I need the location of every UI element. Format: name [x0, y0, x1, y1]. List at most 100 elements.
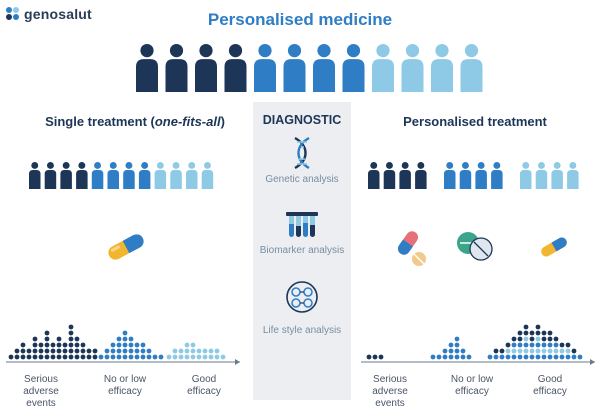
- dot: [517, 354, 523, 360]
- dot: [110, 342, 116, 348]
- dot: [541, 354, 547, 360]
- single-treatment-population: [29, 162, 214, 189]
- dot: [56, 336, 62, 342]
- page-title: Personalised medicine: [207, 10, 393, 29]
- dot: [529, 354, 535, 360]
- dot: [547, 336, 553, 342]
- dot: [448, 348, 454, 354]
- genetic-analysis-label: Genetic analysis: [253, 174, 351, 186]
- dot: [547, 354, 553, 360]
- dot: [122, 348, 128, 354]
- dot: [529, 348, 535, 354]
- lifestyle-analysis-text: Life style analysis: [262, 325, 342, 336]
- dot: [56, 354, 62, 360]
- dot: [122, 342, 128, 348]
- dot: [56, 348, 62, 354]
- person-icon: [415, 162, 427, 189]
- left-good-label: Good efficacy: [169, 374, 239, 398]
- dot: [499, 354, 505, 360]
- dot: [44, 354, 50, 360]
- dot: [541, 330, 547, 336]
- person-icon: [313, 44, 335, 92]
- person-icon: [60, 162, 72, 189]
- dot: [505, 348, 511, 354]
- dot: [454, 354, 460, 360]
- dot: [448, 354, 454, 360]
- dot: [32, 336, 38, 342]
- dot: [152, 354, 158, 360]
- dot: [128, 342, 134, 348]
- dot: [140, 342, 146, 348]
- capsule-small-icon: [541, 237, 567, 257]
- dot: [14, 348, 20, 354]
- person-icon: [342, 44, 365, 92]
- brand-logo: genosalut: [6, 6, 92, 22]
- dot: [535, 342, 541, 348]
- dot: [20, 354, 26, 360]
- dot: [134, 354, 140, 360]
- left-adverse-label: Serious adverse events: [6, 374, 76, 410]
- dot: [86, 348, 92, 354]
- person-icon: [44, 162, 57, 189]
- dot: [74, 342, 80, 348]
- dot: [74, 354, 80, 360]
- round-pills-icon: [457, 232, 493, 261]
- single-treatment-suffix: ): [220, 114, 225, 129]
- dot: [460, 348, 466, 354]
- person-icon: [136, 44, 158, 92]
- lifestyle-analysis-label: Life style analysis: [253, 325, 351, 337]
- dot: [50, 342, 56, 348]
- dot: [565, 348, 571, 354]
- dot: [547, 342, 553, 348]
- right-good-line1: Good: [537, 374, 563, 385]
- dot: [505, 342, 511, 348]
- dot: [454, 342, 460, 348]
- dot: [92, 348, 98, 354]
- dot: [511, 354, 517, 360]
- dot: [523, 342, 529, 348]
- dot: [366, 354, 372, 360]
- dot: [553, 342, 559, 348]
- dot: [140, 348, 146, 354]
- dot: [14, 354, 20, 360]
- dot: [116, 336, 122, 342]
- brand-name: genosalut: [24, 6, 92, 22]
- dot: [62, 342, 68, 348]
- person-icon: [195, 44, 217, 92]
- person-icon: [368, 162, 380, 189]
- dot: [571, 354, 577, 360]
- dot: [541, 342, 547, 348]
- dot: [74, 336, 80, 342]
- person-icon: [123, 162, 135, 189]
- dot: [487, 354, 493, 360]
- dot: [26, 354, 32, 360]
- person-icon: [201, 162, 214, 189]
- person-icon: [475, 162, 487, 189]
- dot: [44, 342, 50, 348]
- dot: [442, 354, 448, 360]
- personalised-distribution: [361, 324, 595, 365]
- single-treatment-emphasis: one-fits-all: [154, 114, 221, 129]
- dot: [32, 342, 38, 348]
- dot: [110, 354, 116, 360]
- person-icon: [383, 162, 396, 189]
- dot: [571, 348, 577, 354]
- dot: [8, 354, 14, 360]
- dot: [577, 354, 583, 360]
- dna-icon: [294, 136, 310, 170]
- dot: [38, 342, 44, 348]
- dot: [122, 330, 128, 336]
- dot: [559, 354, 565, 360]
- dot: [523, 324, 529, 330]
- dot: [505, 354, 511, 360]
- dot: [80, 354, 86, 360]
- dot: [535, 348, 541, 354]
- dot: [158, 354, 164, 360]
- person-icon: [76, 162, 88, 189]
- dot: [104, 348, 110, 354]
- diagnostic-panel: [253, 102, 351, 400]
- dot: [44, 330, 50, 336]
- left-adverse-line1: Serious adverse: [23, 374, 59, 397]
- right-good-line2: efficacy: [533, 386, 567, 397]
- right-no-efficacy-line2: efficacy: [455, 386, 489, 397]
